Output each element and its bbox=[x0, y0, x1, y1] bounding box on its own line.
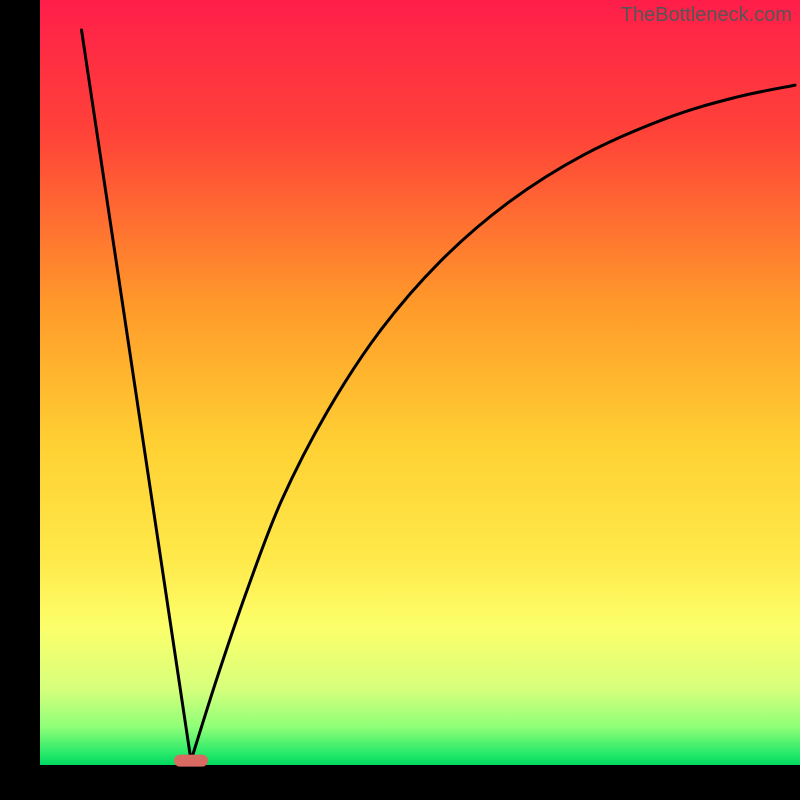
bottleneck-chart bbox=[0, 0, 800, 800]
bottleneck-marker bbox=[174, 755, 208, 767]
chart-container: TheBottleneck.com bbox=[0, 0, 800, 800]
gradient-background-full bbox=[40, 0, 800, 765]
attribution-label: TheBottleneck.com bbox=[621, 4, 792, 27]
